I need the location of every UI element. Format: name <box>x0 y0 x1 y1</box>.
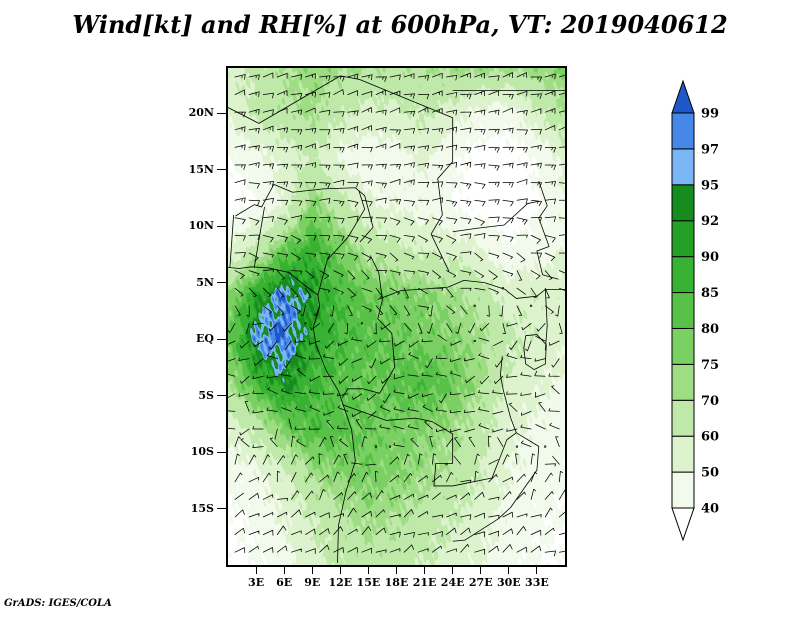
colorbar: 40 50 60 70 75 80 85 90 92 95 97 99 <box>668 76 734 550</box>
x-axis-tick <box>508 567 510 574</box>
credit-label: GrADS: IGES/COLA <box>4 598 112 609</box>
colorbar-label: 95 <box>701 178 719 193</box>
colorbar-label: 40 <box>701 502 719 517</box>
colorbar-label: 85 <box>701 286 719 301</box>
x-tick-label: 24E <box>440 576 465 589</box>
colorbar-segment <box>671 471 695 509</box>
x-axis-tick <box>255 567 257 574</box>
x-tick-label: 9E <box>304 576 321 589</box>
colorbar-segment <box>671 292 695 329</box>
colorbar-label: 70 <box>701 394 719 409</box>
x-axis-tick <box>283 567 285 574</box>
y-tick-label: EQ <box>196 332 214 346</box>
x-tick-label: 18E <box>384 576 409 589</box>
colorbar-segment <box>671 220 695 258</box>
colorbar-segment <box>671 148 695 186</box>
x-tick-label: 30E <box>496 576 521 589</box>
colorbar-label: 92 <box>701 214 719 229</box>
colorbar-segment <box>671 399 695 437</box>
map-canvas <box>228 68 565 565</box>
x-tick-label: 3E <box>248 576 265 589</box>
y-tick-label: 15N <box>188 162 214 176</box>
colorbar-label: 75 <box>701 358 719 373</box>
y-axis-tick <box>217 169 226 171</box>
colorbar-over-arrow <box>671 79 695 114</box>
page-title: Wind[kt] and RH[%] at 600hPa, VT: 201904… <box>72 10 728 39</box>
x-axis-tick <box>480 567 482 574</box>
y-axis-tick <box>217 508 226 510</box>
colorbar-label: 99 <box>701 107 719 122</box>
colorbar-label: 90 <box>701 250 719 265</box>
colorbar-label: 50 <box>701 466 719 481</box>
y-tick-label: 10S <box>190 445 214 459</box>
y-axis-tick <box>217 225 226 227</box>
colorbar-label: 60 <box>701 430 719 445</box>
colorbar-segment <box>671 363 695 401</box>
y-axis-tick <box>217 282 226 284</box>
x-axis-tick <box>424 567 426 574</box>
colorbar-under-arrow <box>671 507 695 542</box>
x-axis-tick <box>536 567 538 574</box>
y-tick-label: 5N <box>196 275 214 289</box>
colorbar-segment <box>671 184 695 222</box>
colorbar-segment <box>671 327 695 365</box>
y-tick-label: 5S <box>198 388 214 402</box>
colorbar-segment <box>671 112 695 150</box>
y-axis-tick <box>217 395 226 397</box>
y-tick-label: 20N <box>188 106 214 120</box>
y-axis-tick <box>217 112 226 114</box>
map-plot-frame <box>226 66 567 567</box>
x-tick-label: 27E <box>468 576 493 589</box>
x-tick-label: 15E <box>356 576 381 589</box>
y-tick-label: 15S <box>190 501 214 515</box>
x-axis-tick <box>311 567 313 574</box>
x-axis-tick <box>339 567 341 574</box>
x-tick-label: 12E <box>328 576 353 589</box>
y-axis-tick <box>217 338 226 340</box>
x-tick-label: 21E <box>412 576 437 589</box>
x-axis-tick <box>452 567 454 574</box>
colorbar-svg: 40 50 60 70 75 80 85 90 92 95 97 99 <box>671 79 719 542</box>
x-axis-tick <box>396 567 397 574</box>
x-axis-tick <box>367 567 369 574</box>
x-tick-label: 33E <box>525 576 549 589</box>
x-tick-label: 6E <box>276 576 293 589</box>
colorbar-segment <box>671 435 695 473</box>
y-tick-label: 10N <box>188 219 214 233</box>
colorbar-label: 97 <box>701 142 719 157</box>
y-axis-tick <box>217 451 226 453</box>
colorbar-label: 80 <box>701 322 719 337</box>
colorbar-segment <box>671 256 695 294</box>
